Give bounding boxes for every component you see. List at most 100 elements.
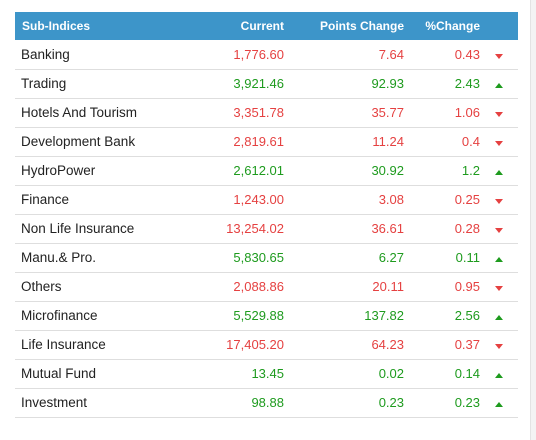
row-sub-index-name: Trading — [21, 76, 67, 91]
arrow-down-icon — [495, 199, 503, 204]
row-sub-index-name: Development Bank — [21, 134, 136, 149]
arrow-up-icon — [495, 257, 503, 262]
row-percent-change: 0.25 — [454, 192, 480, 207]
arrow-up-icon — [495, 402, 503, 407]
row-percent-change: 0.11 — [455, 250, 480, 265]
arrow-up-icon — [495, 170, 503, 175]
header-points-change[interactable]: Points Change — [319, 19, 404, 33]
table-row[interactable]: Finance 1,243.00 3.08 0.25 — [15, 185, 518, 214]
arrow-down-icon — [495, 141, 503, 146]
row-points-change: 36.61 — [371, 221, 404, 236]
row-percent-change: 0.14 — [454, 366, 480, 381]
row-points-change: 0.02 — [378, 366, 404, 381]
row-percent-change: 2.56 — [454, 308, 480, 323]
row-current-value: 17,405.20 — [226, 337, 284, 352]
arrow-down-icon — [495, 286, 503, 291]
header-percent-change[interactable]: %Change — [425, 19, 480, 33]
row-trend-cell — [480, 156, 518, 185]
row-trend-cell — [480, 98, 518, 127]
table-row[interactable]: Non Life Insurance 13,254.02 36.61 0.28 — [15, 214, 518, 243]
row-points-change: 137.82 — [364, 308, 404, 323]
row-sub-index-name: Mutual Fund — [21, 366, 97, 381]
table-header-row: Sub-Indices Current Points Change %Chang… — [15, 12, 518, 40]
table-row[interactable]: Investment 98.88 0.23 0.23 — [15, 388, 518, 417]
row-points-change: 30.92 — [371, 163, 404, 178]
row-sub-index-name: Microfinance — [21, 308, 98, 323]
table-row[interactable]: Trading 3,921.46 92.93 2.43 — [15, 69, 518, 98]
row-current-value: 13,254.02 — [226, 221, 284, 236]
row-percent-change: 1.06 — [454, 105, 480, 120]
row-points-change: 6.27 — [378, 250, 404, 265]
row-trend-cell — [480, 69, 518, 98]
row-percent-change: 0.43 — [454, 46, 480, 62]
row-current-value: 2,612.01 — [233, 163, 284, 178]
row-points-change: 3.08 — [378, 192, 404, 207]
arrow-down-icon — [495, 228, 503, 233]
row-current-value: 1,776.60 — [233, 46, 284, 62]
row-sub-index-name: Manu.& Pro. — [21, 250, 97, 265]
row-percent-change: 1.2 — [461, 163, 480, 178]
row-current-value: 13.45 — [251, 366, 284, 381]
row-current-value: 3,921.46 — [233, 76, 284, 91]
row-trend-cell — [480, 185, 518, 214]
arrow-up-icon — [495, 373, 503, 378]
row-trend-cell — [480, 359, 518, 388]
header-trend — [480, 12, 518, 40]
arrow-up-icon — [495, 315, 503, 320]
arrow-down-icon — [495, 53, 503, 59]
row-current-value: 5,830.65 — [233, 250, 284, 265]
arrow-up-icon — [495, 83, 503, 88]
row-trend-cell — [480, 127, 518, 156]
row-trend-cell — [480, 330, 518, 359]
row-current-value: 2,088.86 — [233, 279, 284, 294]
row-points-change: 35.77 — [371, 105, 404, 120]
row-percent-change: 0.37 — [454, 337, 480, 352]
row-current-value: 3,351.78 — [233, 105, 284, 120]
arrow-down-icon — [495, 112, 503, 117]
sub-indices-table: Sub-Indices Current Points Change %Chang… — [15, 12, 518, 418]
table-row[interactable]: Manu.& Pro. 5,830.65 6.27 0.11 — [15, 243, 518, 272]
table-row[interactable]: Banking 1,776.60 7.64 0.43 — [15, 40, 518, 69]
table-row[interactable]: HydroPower 2,612.01 30.92 1.2 — [15, 156, 518, 185]
table-row[interactable]: Life Insurance 17,405.20 64.23 0.37 — [15, 330, 518, 359]
row-points-change: 64.23 — [371, 337, 404, 352]
row-points-change: 92.93 — [371, 76, 404, 91]
row-current-value: 98.88 — [251, 395, 284, 410]
row-percent-change: 0.28 — [454, 221, 480, 236]
row-points-change: 0.23 — [378, 395, 404, 410]
row-sub-index-name: Hotels And Tourism — [21, 105, 138, 120]
table-body: Banking 1,776.60 7.64 0.43 Trading 3,921.46 92… — [15, 40, 518, 417]
row-current-value: 5,529.88 — [233, 308, 284, 323]
table-row[interactable]: Microfinance 5,529.88 137.82 2.56 — [15, 301, 518, 330]
row-sub-index-name: Banking — [21, 46, 70, 62]
row-sub-index-name: Others — [21, 279, 62, 294]
table-row[interactable]: Development Bank 2,819.61 11.24 0.4 — [15, 127, 518, 156]
header-sub-indices[interactable]: Sub-Indices — [22, 19, 91, 33]
table-row[interactable]: Mutual Fund 13.45 0.02 0.14 — [15, 359, 518, 388]
row-trend-cell — [480, 214, 518, 243]
table-row[interactable]: Hotels And Tourism 3,351.78 35.77 1.06 — [15, 98, 518, 127]
row-points-change: 11.24 — [372, 134, 404, 149]
row-points-change: 20.11 — [372, 279, 404, 294]
row-percent-change: 0.23 — [454, 395, 480, 410]
row-sub-index-name: HydroPower — [21, 163, 96, 178]
row-points-change: 7.64 — [378, 46, 404, 62]
table-row[interactable]: Others 2,088.86 20.11 0.95 — [15, 272, 518, 301]
row-trend-cell — [480, 388, 518, 417]
row-percent-change: 0.95 — [454, 279, 480, 294]
row-sub-index-name: Life Insurance — [21, 337, 106, 352]
row-sub-index-name: Finance — [21, 192, 70, 207]
row-trend-cell — [480, 243, 518, 272]
header-current[interactable]: Current — [240, 19, 284, 33]
row-trend-cell — [480, 301, 518, 330]
row-sub-index-name: Investment — [21, 395, 88, 410]
arrow-down-icon — [495, 344, 503, 349]
row-trend-cell — [480, 272, 518, 301]
row-current-value: 1,243.00 — [233, 192, 284, 207]
row-percent-change: 0.4 — [461, 134, 480, 149]
row-trend-cell — [480, 40, 518, 69]
row-sub-index-name: Non Life Insurance — [21, 221, 135, 236]
row-percent-change: 2.43 — [454, 76, 480, 91]
row-current-value: 2,819.61 — [233, 134, 284, 149]
